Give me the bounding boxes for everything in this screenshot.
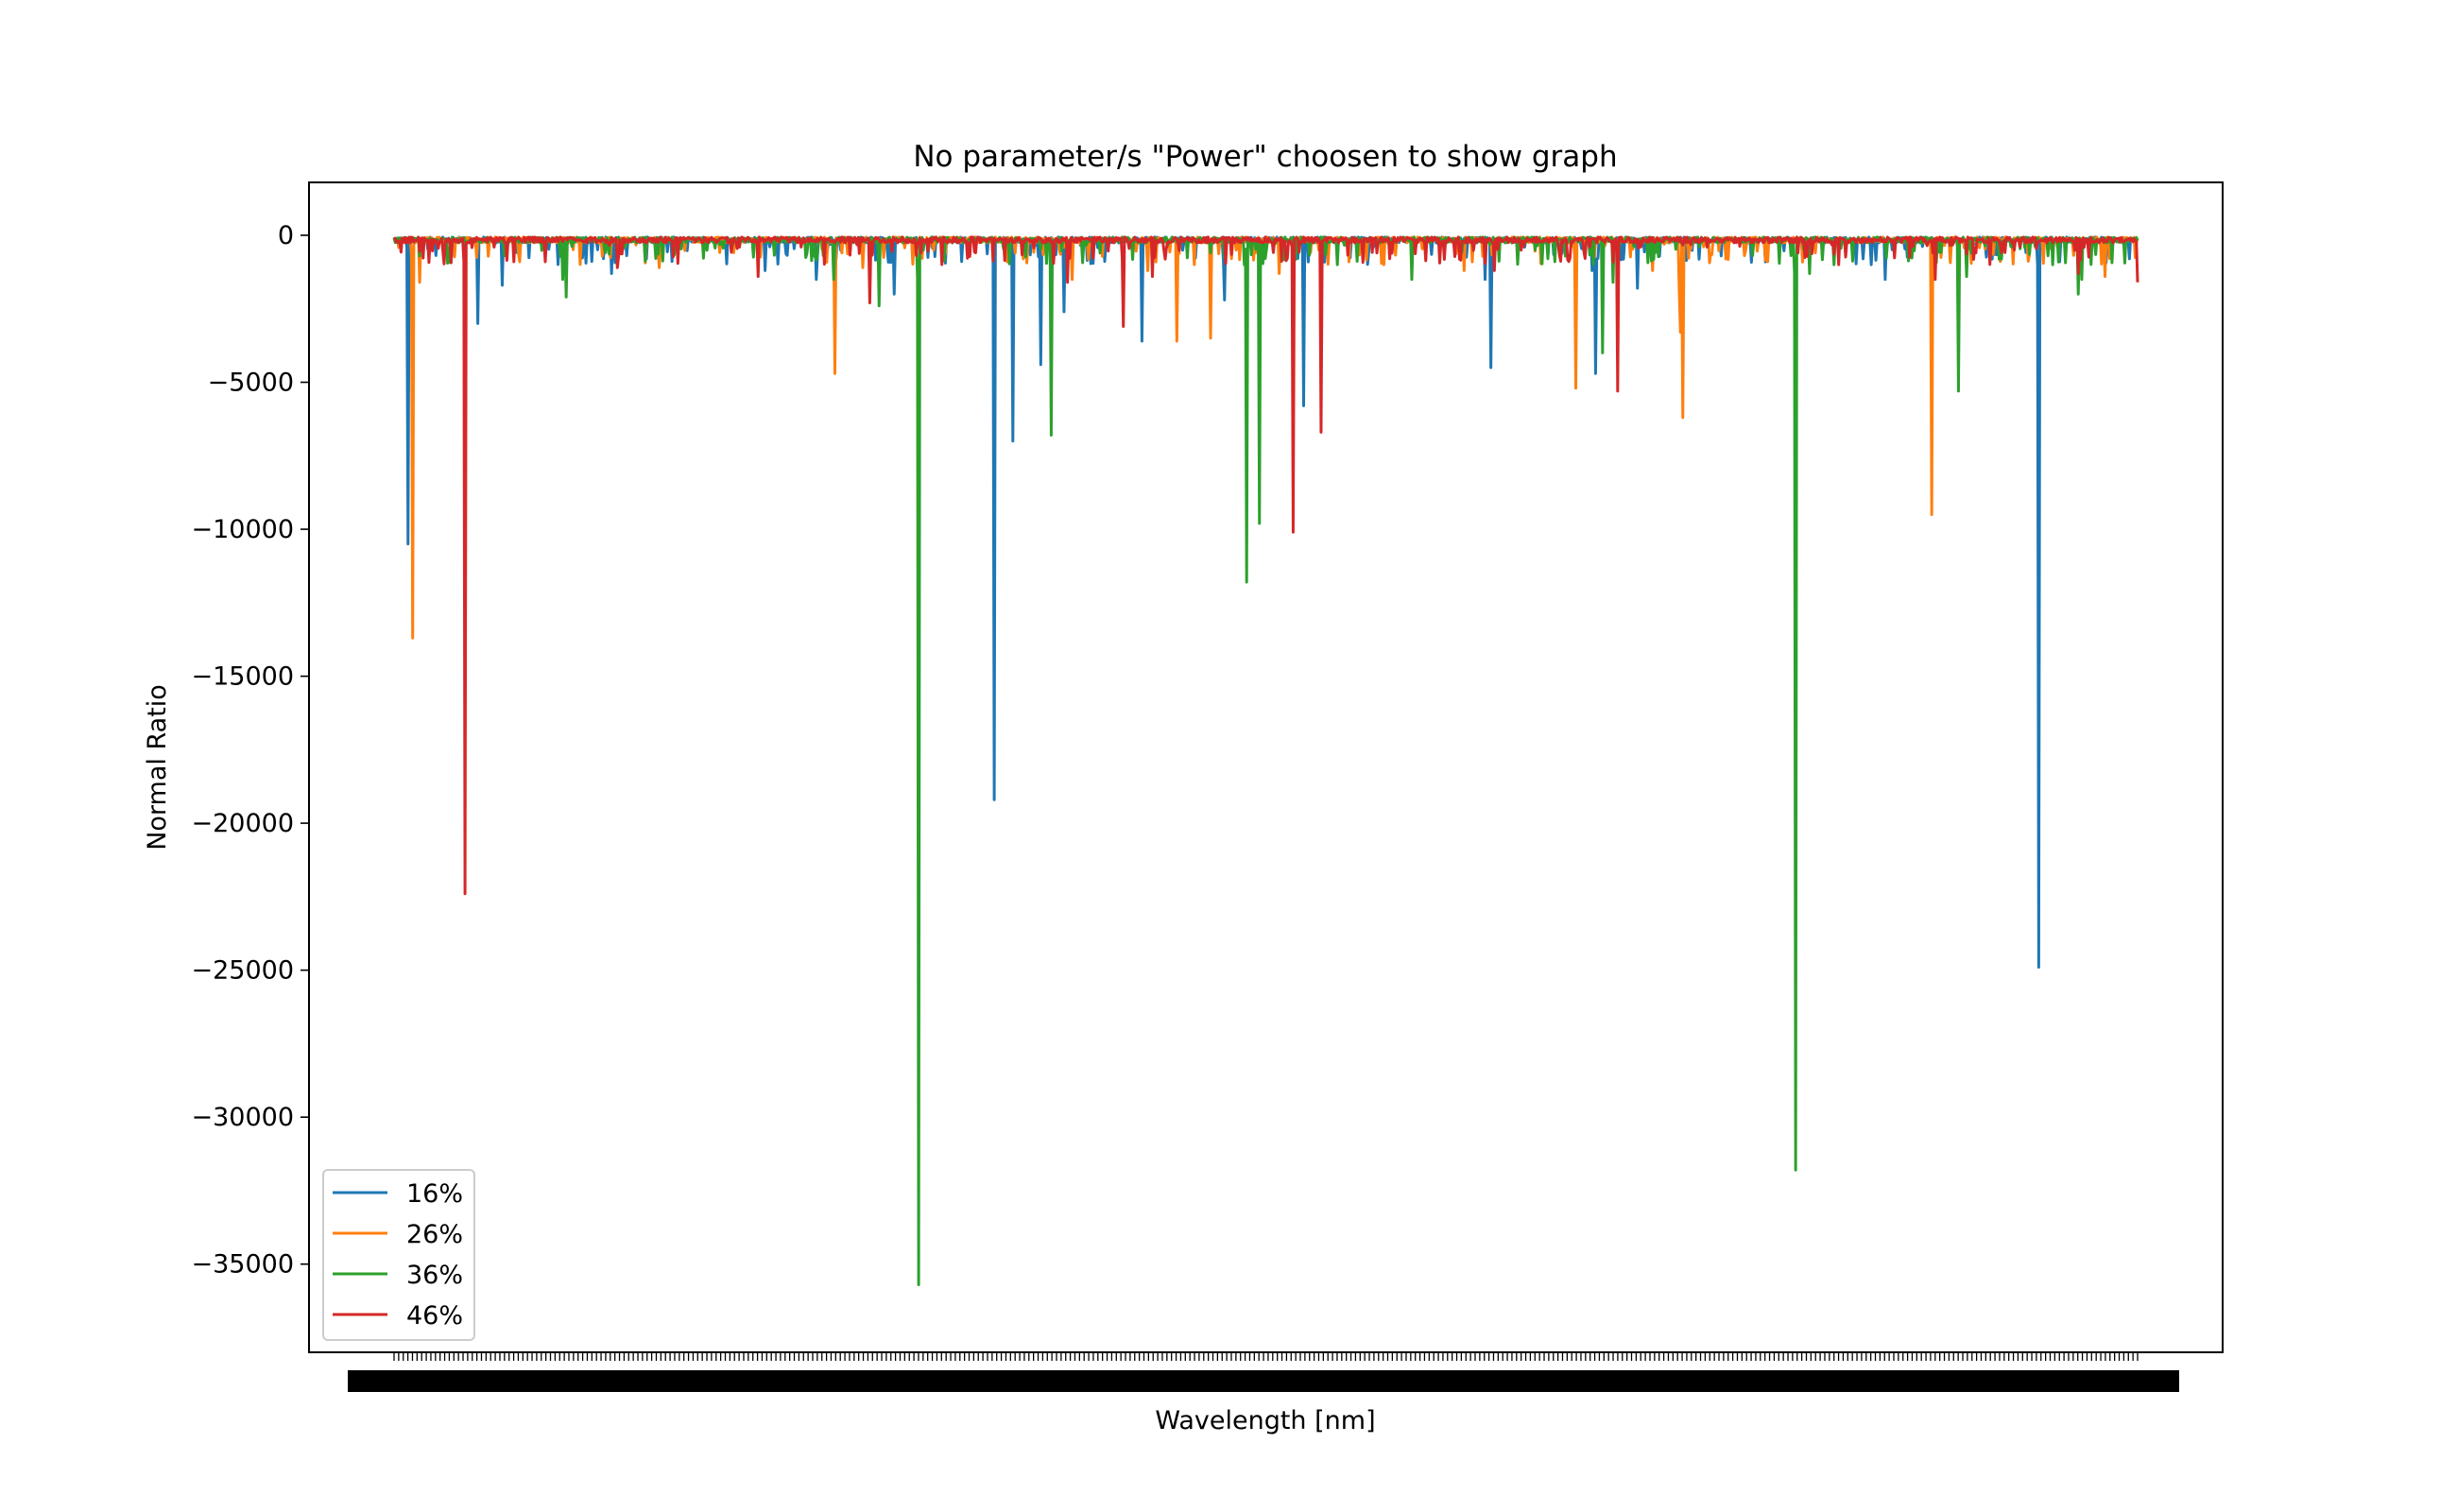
- y-tick-label: −30000: [191, 1103, 294, 1132]
- y-tick-label: −15000: [191, 662, 294, 692]
- legend-frame: [322, 1169, 475, 1341]
- legend: 16% 26% 36% 46%: [322, 1169, 475, 1341]
- chart-title: No parameter/s "Power" choosen to show g…: [913, 140, 1617, 174]
- series-lines: [392, 235, 2139, 1286]
- legend-label: 36%: [406, 1261, 463, 1290]
- x-tick-labels-block: 3: [348, 1368, 2179, 1398]
- y-axis-ticks: 0 −5000 −10000 −15000 −20000 −25000 −30000 −350…: [191, 221, 309, 1280]
- series-line-26pct: [392, 235, 2139, 640]
- svg-text:3: 3: [2158, 1368, 2174, 1398]
- y-tick-label: −35000: [191, 1250, 294, 1280]
- series-line-46pct: [393, 235, 2139, 896]
- series-line-36pct: [392, 235, 2139, 1286]
- legend-label: 26%: [406, 1220, 463, 1249]
- y-tick-label: 0: [278, 221, 294, 250]
- series-line-16pct: [393, 235, 2139, 970]
- y-tick-label: −10000: [191, 515, 294, 544]
- y-tick-label: −25000: [191, 956, 294, 986]
- y-tick-label: −5000: [208, 369, 294, 398]
- legend-label: 16%: [406, 1179, 463, 1209]
- y-axis-label: Normal Ratio: [143, 684, 172, 850]
- x-axis-label: Wavelength [nm]: [1155, 1406, 1375, 1435]
- plot-frame: [308, 181, 2224, 1353]
- y-tick-label: −20000: [191, 809, 294, 838]
- x-axis-ticks: [393, 1352, 2139, 1361]
- legend-label: 46%: [406, 1301, 463, 1331]
